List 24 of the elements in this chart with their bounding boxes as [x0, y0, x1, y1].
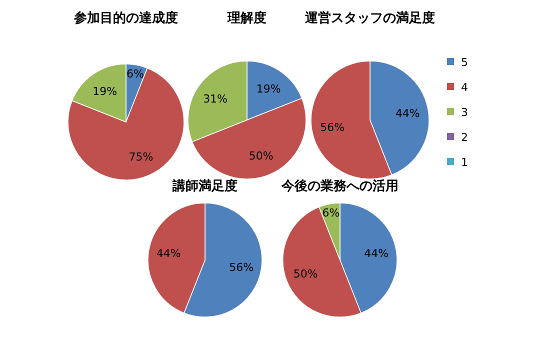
data-label: 6%: [322, 206, 340, 220]
data-label: 19%: [256, 82, 281, 96]
data-label: 44%: [156, 247, 181, 260]
chart-title: 今後の業務への活用: [280, 178, 398, 194]
legend-label: 1: [461, 156, 468, 169]
chart-title: 理解度: [226, 10, 266, 26]
chart-title: 講師満足度: [172, 178, 238, 194]
data-label: 56%: [320, 121, 345, 134]
legend-label: 3: [461, 106, 468, 119]
legend-label: 4: [461, 81, 468, 94]
chart-title: 運営スタッフの満足度: [304, 10, 435, 26]
legend-label: 2: [461, 131, 468, 144]
data-label: 44%: [364, 247, 389, 260]
data-label: 56%: [229, 260, 254, 274]
pie-slice: [68, 68, 184, 180]
data-label: 44%: [395, 106, 420, 120]
legend-label: 5: [461, 56, 468, 69]
data-label: 50%: [293, 268, 318, 281]
data-label: 50%: [248, 150, 274, 163]
data-label: 31%: [203, 92, 228, 106]
data-label: 6%: [126, 68, 144, 81]
chart-title: 参加目的の達成度: [73, 10, 178, 26]
data-label: 19%: [92, 84, 118, 98]
data-label: 75%: [128, 150, 154, 164]
